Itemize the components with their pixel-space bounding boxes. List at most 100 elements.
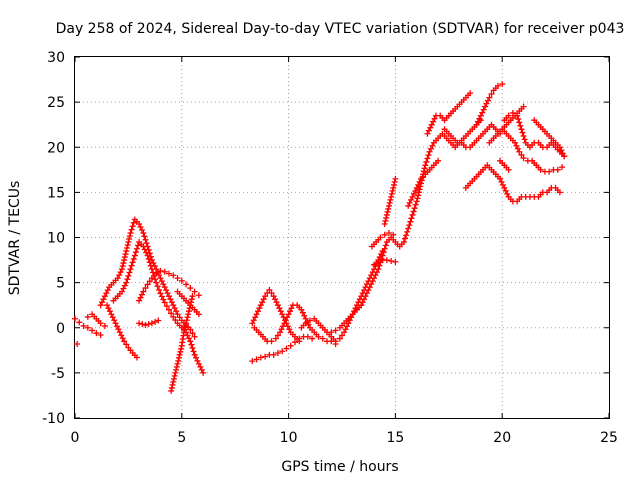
data-point-marker [145, 255, 152, 262]
data-point-marker [499, 81, 506, 88]
data-point-marker [373, 269, 380, 276]
data-point-marker [483, 100, 490, 107]
data-series [405, 157, 442, 209]
data-point-marker [407, 218, 414, 225]
data-point-marker [183, 320, 190, 327]
data-point-marker [499, 181, 506, 188]
data-point-marker [405, 225, 412, 232]
data-point-marker [383, 211, 390, 218]
data-point-marker [121, 338, 128, 345]
data-point-marker [153, 279, 160, 286]
data-point-marker [273, 299, 280, 306]
grid [75, 57, 609, 418]
data-point-marker [425, 152, 432, 159]
data-point-marker [177, 348, 184, 355]
data-point-marker [384, 208, 391, 215]
data-point-marker [84, 313, 91, 320]
data-point-marker [392, 258, 399, 265]
data-series [328, 302, 365, 336]
data-point-marker [176, 351, 183, 358]
data-series [168, 293, 196, 394]
data-point-marker [406, 199, 413, 206]
data-point-marker [277, 329, 284, 336]
data-point-marker [172, 369, 179, 376]
data-point-marker [497, 175, 504, 182]
data-point-marker [104, 287, 111, 294]
data-point-marker [161, 284, 168, 291]
data-point-marker [420, 168, 427, 175]
data-point-marker [114, 275, 121, 282]
data-point-marker [140, 243, 147, 250]
data-point-marker [424, 130, 431, 137]
data-point-marker [195, 311, 202, 318]
data-point-marker [132, 249, 139, 256]
data-point-marker [286, 326, 293, 333]
data-point-marker [383, 257, 390, 264]
data-point-marker [385, 202, 392, 209]
x-tick-label: 0 [71, 430, 80, 446]
data-point-marker [121, 254, 128, 261]
data-point-marker [519, 129, 526, 136]
data-point-marker [125, 239, 132, 246]
data-point-marker [358, 302, 365, 309]
x-tick-label: 10 [280, 430, 298, 446]
y-axis-label: SDTVAR / TECUs [7, 181, 23, 296]
data-point-marker [277, 308, 284, 315]
data-point-marker [268, 338, 275, 345]
data-point-marker [284, 314, 291, 321]
data-point-marker [123, 245, 130, 252]
data-point-marker [170, 272, 177, 279]
data-point-marker [185, 308, 192, 315]
data-point-marker [408, 215, 415, 222]
data-point-marker [129, 223, 136, 230]
data-point-marker [365, 287, 372, 294]
data-point-marker [137, 223, 144, 230]
data-point-marker [103, 290, 110, 297]
data-point-marker [304, 333, 311, 340]
data-point-marker [389, 187, 396, 194]
data-point-marker [537, 166, 544, 173]
data-point-marker [127, 229, 134, 236]
data-point-marker [158, 293, 165, 300]
data-point-marker [332, 338, 339, 345]
data-point-marker [109, 314, 116, 321]
data-point-marker [250, 317, 257, 324]
data-point-marker [126, 236, 133, 243]
data-point-marker [319, 335, 326, 342]
data-point-marker [298, 306, 305, 313]
data-point-marker [191, 288, 198, 295]
data-point-marker [97, 302, 104, 309]
data-point-marker [131, 252, 138, 259]
data-point-marker [484, 97, 491, 104]
data-point-marker [141, 246, 148, 253]
data-point-marker [410, 208, 417, 215]
data-point-marker [197, 363, 204, 370]
data-point-marker [266, 286, 273, 293]
data-point-marker [405, 202, 412, 209]
data-point-marker [118, 266, 125, 273]
data-point-marker [380, 249, 387, 256]
data-point-marker [155, 317, 162, 324]
data-point-marker [387, 196, 394, 203]
data-point-marker [371, 275, 378, 282]
data-point-marker [336, 335, 343, 342]
data-point-marker [509, 109, 516, 116]
data-point-marker [342, 326, 349, 333]
data-point-marker [287, 342, 294, 349]
data-point-marker [176, 314, 183, 321]
data-point-marker [309, 335, 316, 342]
data-point-marker [130, 219, 137, 226]
data-point-marker [421, 165, 428, 172]
data-point-marker [160, 296, 167, 303]
data-point-marker [302, 320, 309, 327]
data-point-marker [160, 281, 167, 288]
data-point-marker [181, 326, 188, 333]
data-point-marker [501, 184, 508, 191]
data-point-marker [119, 335, 126, 342]
data-point-marker [168, 384, 175, 391]
data-series [473, 81, 506, 128]
data-point-marker [411, 205, 418, 212]
data-point-marker [474, 118, 481, 125]
data-point-marker [170, 378, 177, 385]
data-point-marker [158, 278, 165, 285]
